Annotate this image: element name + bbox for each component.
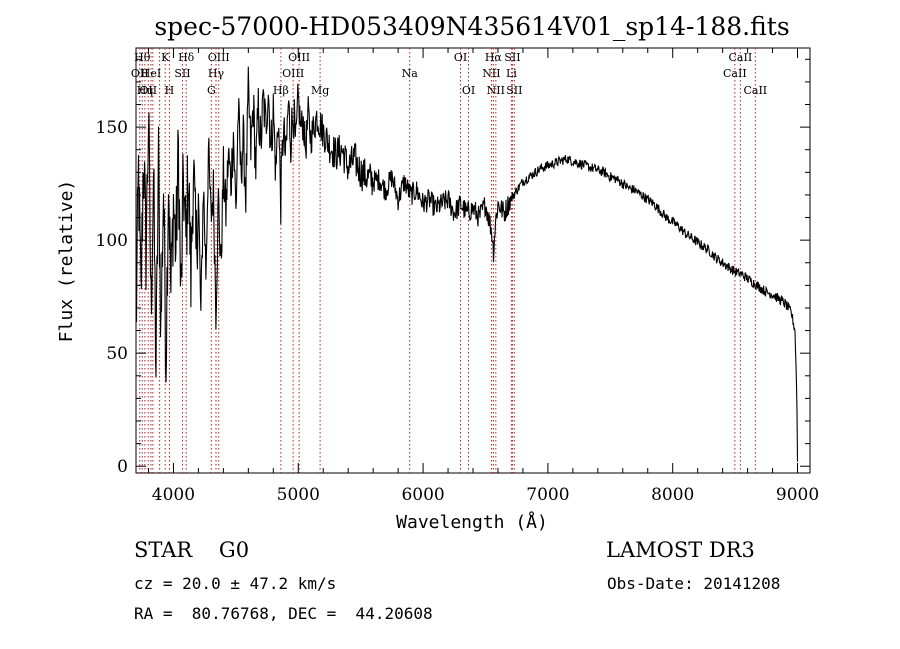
spectrum-series-line: [135, 66, 799, 462]
line-label-25: SII: [504, 51, 520, 64]
y-tick-label: 0: [117, 457, 128, 477]
line-label-4: HeI: [141, 67, 161, 80]
line-label-1: Hθ: [134, 51, 151, 64]
x-axis-label: Wavelength (Å): [396, 511, 548, 533]
observation-date: Obs-Date: 20141208: [607, 574, 781, 593]
line-label-3: OII: [139, 84, 157, 97]
ra-dec-coordinates: RA = 80.76768, DEC = 44.20608: [134, 604, 433, 623]
line-label-17: Mg: [311, 84, 329, 97]
line-label-14: Hβ: [273, 84, 289, 97]
chart-title: spec-57000-HD053409N435614V01_sp14-188.f…: [154, 12, 789, 41]
line-label-2: Hη: [137, 84, 153, 97]
x-tick-label: 4000: [152, 485, 195, 505]
line-label-7: K: [161, 51, 170, 64]
spectral-line-labels: OIIHθHηOIIHeIKHSIIHδGHγOIIIHβOIIIOIIIMgN…: [131, 51, 767, 97]
survey-name: LAMOST DR3: [606, 538, 755, 562]
line-label-18: Na: [402, 67, 419, 80]
line-label-19: OI: [454, 51, 467, 64]
line-label-12: Hγ: [208, 67, 225, 80]
x-tick-label: 5000: [277, 485, 320, 505]
line-label-21: NII: [482, 67, 500, 80]
y-tick-label: 150: [96, 118, 128, 138]
line-label-24: Li: [506, 67, 517, 80]
line-label-27: CaII: [723, 67, 747, 80]
line-label-8: H: [165, 84, 175, 97]
y-axis-label: Flux (relative): [56, 180, 77, 343]
x-tick-label: 7000: [526, 485, 569, 505]
x-tick-label: 8000: [651, 485, 694, 505]
line-label-26: SII: [506, 84, 522, 97]
line-label-10: Hδ: [178, 51, 195, 64]
plot-frame: [135, 47, 811, 474]
line-label-20: OI: [462, 84, 475, 97]
line-label-9: SII: [174, 67, 190, 80]
redshift-cz: cz = 20.0 ± 47.2 km/s: [134, 574, 337, 593]
y-axis-ticks: 0 50 100 150: [96, 58, 810, 477]
x-tick-label: 6000: [401, 485, 444, 505]
line-label-16: OIII: [288, 51, 310, 64]
line-label-23: NII: [487, 84, 505, 97]
x-tick-label: 9000: [776, 485, 819, 505]
line-label-0: OII: [131, 67, 149, 80]
object-class: STAR G0: [134, 538, 250, 562]
line-label-28: CaII: [729, 51, 753, 64]
y-tick-label: 50: [106, 344, 128, 364]
spectral-line-markers: [139, 48, 756, 473]
y-tick-label: 100: [96, 231, 128, 251]
line-label-15: OIII: [282, 67, 304, 80]
line-label-13: OIII: [208, 51, 230, 64]
line-label-11: G: [207, 84, 216, 97]
line-label-29: CaII: [743, 84, 767, 97]
x-axis-ticks: 4000 5000 6000 7000 8000 9000: [147, 48, 819, 505]
line-label-22: Hα: [485, 51, 503, 64]
